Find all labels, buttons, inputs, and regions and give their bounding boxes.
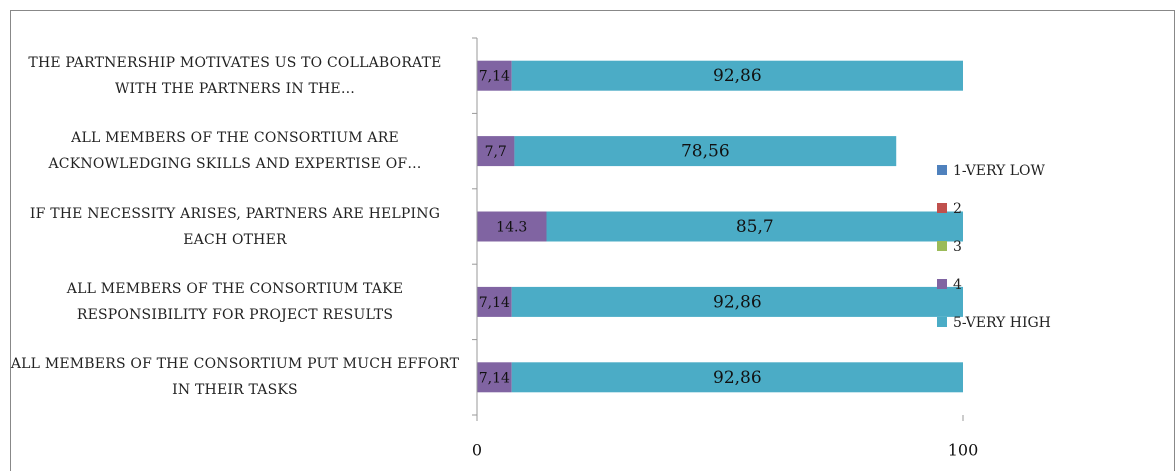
- bar-segment: [477, 136, 515, 167]
- legend-label: 5-VERY HIGH: [953, 315, 1051, 331]
- data-label: 92,86: [713, 292, 762, 312]
- legend-swatch: [937, 241, 947, 251]
- category-label: ALL MEMBERS OF THE CONSORTIUM ARE ACKNOW…: [48, 130, 422, 173]
- bar-segment: [477, 286, 512, 317]
- chart-border: [10, 10, 1175, 471]
- data-label: 78,56: [681, 142, 730, 162]
- legend-swatch: [937, 317, 947, 327]
- bar-segment: [477, 211, 547, 242]
- legend-label: 4: [953, 277, 962, 293]
- legend-label: 2: [953, 201, 962, 217]
- bar-segment: [477, 362, 512, 393]
- category-label: THE PARTNERSHIP MOTIVATES US TO COLLABOR…: [28, 54, 442, 97]
- category-label: ALL MEMBERS OF THE CONSORTIUM TAKE RESPO…: [66, 280, 404, 323]
- data-label: 14.3: [496, 220, 527, 236]
- legend-swatch: [937, 165, 947, 175]
- data-label: 92,86: [713, 368, 762, 388]
- bar-segment: [511, 60, 963, 91]
- bar-segment: [477, 60, 512, 91]
- bar-segment: [511, 362, 963, 393]
- bar-segment: [511, 286, 963, 317]
- data-label: 7,14: [479, 370, 510, 386]
- data-label: 7,14: [479, 69, 510, 85]
- data-label: 7,7: [485, 144, 507, 160]
- category-label: ALL MEMBERS OF THE CONSORTIUM PUT MUCH E…: [10, 356, 460, 399]
- legend-swatch: [937, 279, 947, 289]
- legend-label: 3: [953, 239, 962, 255]
- data-label: 7,14: [479, 295, 510, 311]
- legend-label: 1-VERY LOW: [953, 163, 1046, 179]
- category-label: IF THE NECESSITY ARISES, PARTNERS ARE HE…: [29, 205, 441, 248]
- legend-swatch: [937, 203, 947, 213]
- data-label: 92,86: [713, 66, 762, 86]
- x-tick-label: 0: [472, 441, 482, 460]
- bar-segment: [546, 211, 963, 242]
- bar-segment: [514, 136, 897, 167]
- data-label: 85,7: [736, 217, 774, 237]
- x-tick-label: 100: [948, 441, 979, 460]
